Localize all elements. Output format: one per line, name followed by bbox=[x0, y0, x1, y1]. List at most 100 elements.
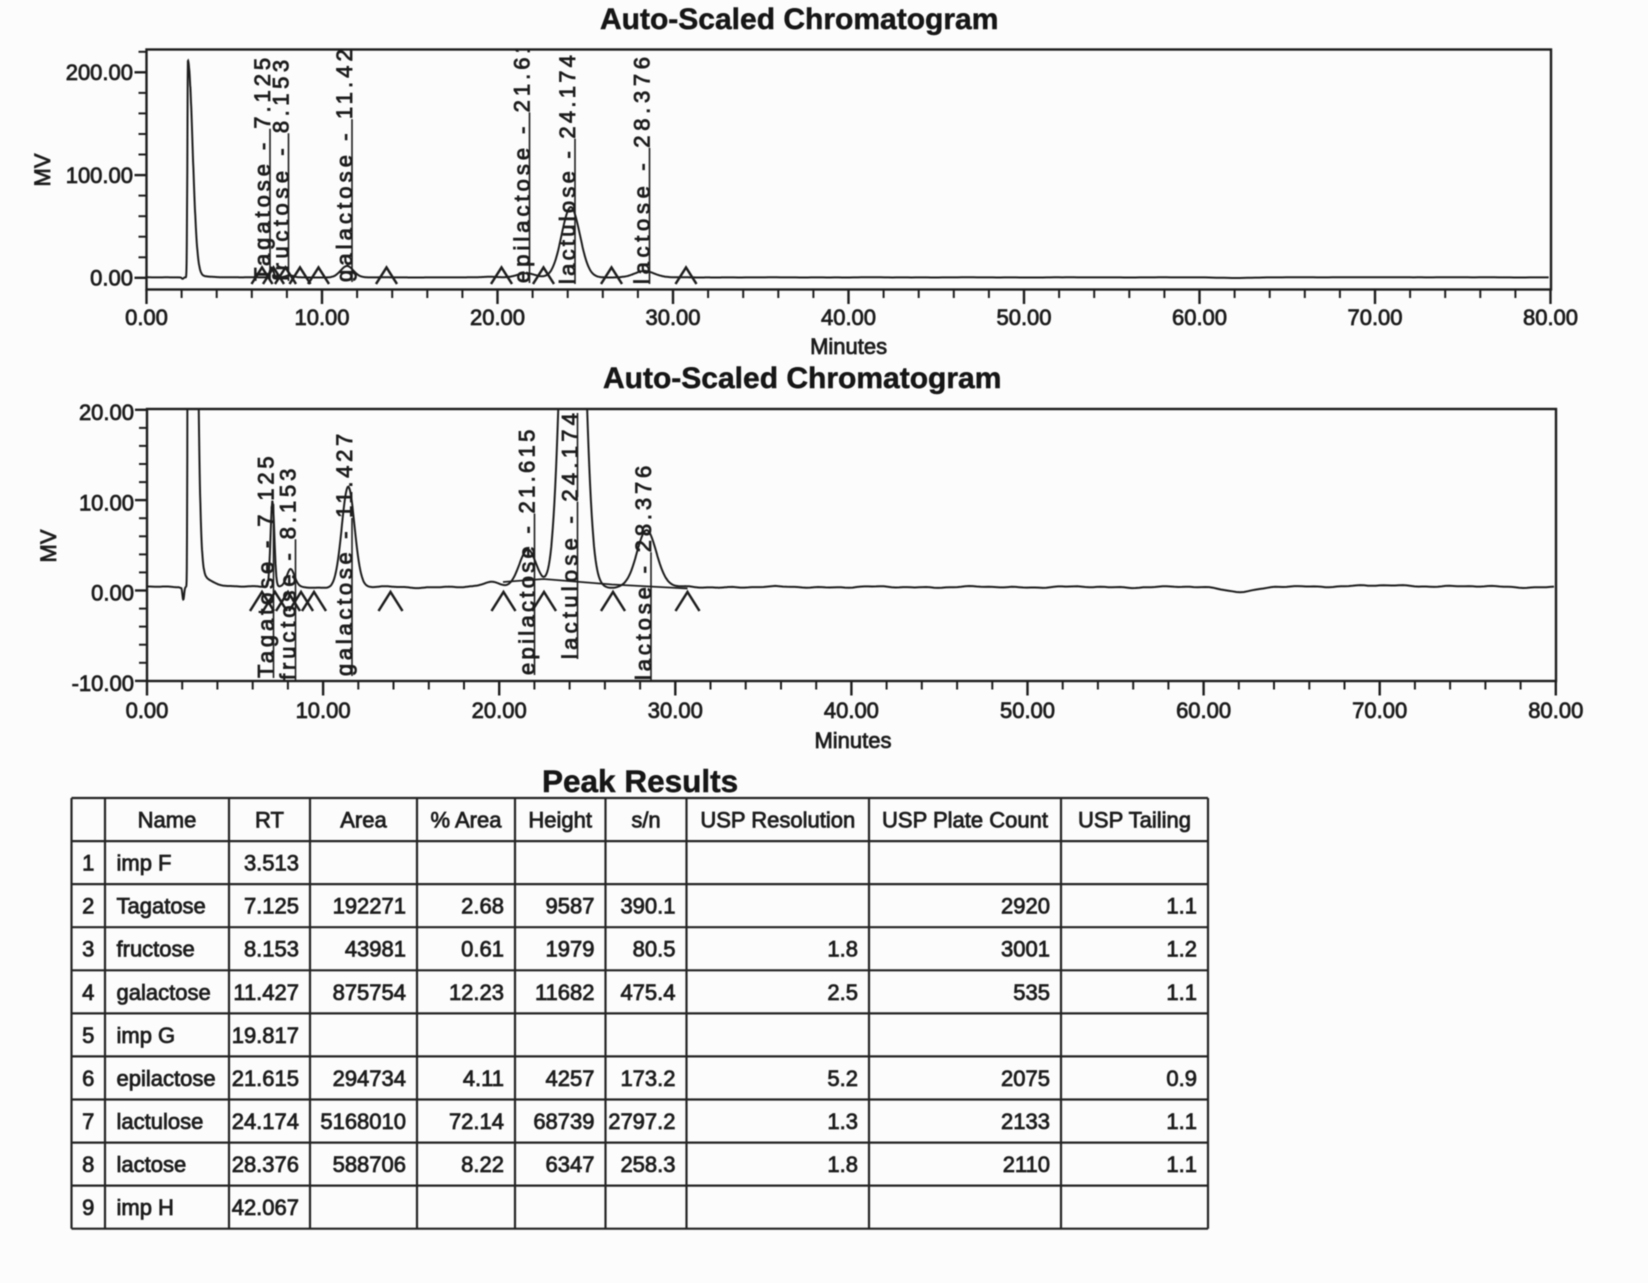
svg-text:294734: 294734 bbox=[333, 1066, 406, 1091]
svg-text:2.68: 2.68 bbox=[461, 894, 504, 919]
svg-text:Minutes: Minutes bbox=[810, 334, 887, 359]
svg-text:USP Resolution: USP Resolution bbox=[700, 808, 855, 833]
svg-text:68739: 68739 bbox=[533, 1109, 594, 1134]
svg-text:40.00: 40.00 bbox=[824, 698, 879, 723]
svg-text:6347: 6347 bbox=[546, 1152, 595, 1177]
svg-text:USP Tailing: USP Tailing bbox=[1078, 808, 1191, 833]
svg-text:USP Plate Count: USP Plate Count bbox=[882, 808, 1048, 833]
svg-text:1.1: 1.1 bbox=[1166, 980, 1197, 1005]
svg-text:0.61: 0.61 bbox=[461, 937, 504, 962]
svg-text:Tagatose: Tagatose bbox=[117, 894, 206, 919]
svg-text:3: 3 bbox=[82, 937, 94, 962]
svg-text:3001: 3001 bbox=[1001, 937, 1050, 962]
svg-text:80.00: 80.00 bbox=[1528, 698, 1583, 723]
svg-text:epilactose - 21.615: epilactose - 21.615 bbox=[510, 21, 535, 283]
svg-text:60.00: 60.00 bbox=[1172, 305, 1227, 330]
svg-text:1.1: 1.1 bbox=[1166, 1152, 1197, 1177]
svg-text:173.2: 173.2 bbox=[620, 1066, 675, 1091]
svg-text:5168010: 5168010 bbox=[320, 1109, 406, 1134]
svg-text:Area: Area bbox=[340, 808, 387, 833]
svg-text:lactulose - 24.174: lactulose - 24.174 bbox=[558, 409, 583, 659]
svg-text:8.22: 8.22 bbox=[461, 1152, 504, 1177]
svg-text:1: 1 bbox=[82, 851, 94, 876]
svg-text:258.3: 258.3 bbox=[620, 1152, 675, 1177]
svg-text:0.9: 0.9 bbox=[1166, 1066, 1197, 1091]
svg-text:lactose - 28.376: lactose - 28.376 bbox=[631, 462, 656, 680]
svg-text:9: 9 bbox=[82, 1195, 94, 1220]
svg-text:2133: 2133 bbox=[1001, 1109, 1050, 1134]
svg-text:43981: 43981 bbox=[345, 937, 406, 962]
svg-text:galactose: galactose bbox=[117, 980, 211, 1005]
svg-text:imp G: imp G bbox=[117, 1023, 176, 1048]
svg-text:70.00: 70.00 bbox=[1352, 698, 1407, 723]
svg-text:MV: MV bbox=[36, 529, 61, 562]
svg-text:42.067: 42.067 bbox=[232, 1195, 299, 1220]
svg-text:588706: 588706 bbox=[333, 1152, 406, 1177]
svg-text:8: 8 bbox=[82, 1152, 94, 1177]
svg-text:% Area: % Area bbox=[431, 808, 503, 833]
svg-text:Minutes: Minutes bbox=[814, 728, 891, 753]
svg-text:875754: 875754 bbox=[333, 980, 406, 1005]
svg-text:2: 2 bbox=[82, 894, 94, 919]
svg-text:20.00: 20.00 bbox=[472, 698, 527, 723]
svg-text:imp F: imp F bbox=[117, 851, 172, 876]
svg-text:-10.00: -10.00 bbox=[72, 671, 134, 696]
svg-text:0.00: 0.00 bbox=[126, 698, 169, 723]
svg-text:50.00: 50.00 bbox=[1000, 698, 1055, 723]
svg-text:200.00: 200.00 bbox=[66, 60, 133, 85]
svg-text:19.817: 19.817 bbox=[232, 1023, 299, 1048]
svg-text:7.125: 7.125 bbox=[244, 894, 299, 919]
svg-text:21.615: 21.615 bbox=[232, 1066, 299, 1091]
svg-text:12.23: 12.23 bbox=[449, 980, 504, 1005]
svg-text:80.5: 80.5 bbox=[633, 937, 676, 962]
svg-text:Tagatose - 7.125: Tagatose - 7.125 bbox=[250, 54, 275, 281]
svg-text:fructose: fructose bbox=[117, 937, 195, 962]
svg-text:8.153: 8.153 bbox=[244, 937, 299, 962]
svg-text:4.11: 4.11 bbox=[463, 1066, 504, 1091]
svg-text:1979: 1979 bbox=[546, 937, 595, 962]
svg-text:lactulose - 24.174: lactulose - 24.174 bbox=[555, 52, 580, 284]
svg-text:30.00: 30.00 bbox=[645, 305, 700, 330]
svg-text:192271: 192271 bbox=[333, 894, 406, 919]
svg-text:lactose - 28.376: lactose - 28.376 bbox=[630, 52, 655, 284]
svg-text:60.00: 60.00 bbox=[1176, 698, 1231, 723]
svg-text:5: 5 bbox=[82, 1023, 94, 1048]
svg-text:11.427: 11.427 bbox=[233, 980, 299, 1005]
svg-text:1.3: 1.3 bbox=[827, 1109, 858, 1134]
svg-text:epilactose - 21.615: epilactose - 21.615 bbox=[515, 426, 540, 675]
svg-text:lactose: lactose bbox=[117, 1152, 187, 1177]
svg-text:24.174: 24.174 bbox=[232, 1109, 299, 1134]
svg-text:6: 6 bbox=[82, 1066, 94, 1091]
svg-text:s/n: s/n bbox=[631, 808, 660, 833]
svg-text:30.00: 30.00 bbox=[648, 698, 703, 723]
svg-text:535: 535 bbox=[1013, 980, 1050, 1005]
svg-text:1.1: 1.1 bbox=[1166, 1109, 1197, 1134]
svg-text:7: 7 bbox=[82, 1109, 94, 1134]
svg-text:1.1: 1.1 bbox=[1166, 894, 1197, 919]
svg-text:Height: Height bbox=[528, 808, 592, 833]
svg-text:28.376: 28.376 bbox=[232, 1152, 299, 1177]
svg-text:40.00: 40.00 bbox=[821, 305, 876, 330]
svg-text:100.00: 100.00 bbox=[66, 163, 133, 188]
svg-text:9587: 9587 bbox=[546, 894, 595, 919]
svg-text:2920: 2920 bbox=[1001, 894, 1050, 919]
svg-text:Name: Name bbox=[138, 808, 197, 833]
svg-text:0.00: 0.00 bbox=[125, 305, 168, 330]
svg-text:1.8: 1.8 bbox=[827, 1152, 858, 1177]
svg-text:72.14: 72.14 bbox=[449, 1109, 504, 1134]
svg-text:2.5: 2.5 bbox=[827, 980, 858, 1005]
svg-text:4257: 4257 bbox=[546, 1066, 595, 1091]
svg-text:galactose - 11.427: galactose - 11.427 bbox=[332, 29, 357, 282]
svg-text:2110: 2110 bbox=[1003, 1152, 1050, 1177]
svg-text:10.00: 10.00 bbox=[296, 698, 351, 723]
svg-text:20.00: 20.00 bbox=[470, 305, 525, 330]
svg-text:1.8: 1.8 bbox=[827, 937, 858, 962]
svg-text:70.00: 70.00 bbox=[1347, 305, 1402, 330]
svg-text:MV: MV bbox=[30, 153, 55, 186]
svg-text:2075: 2075 bbox=[1001, 1066, 1050, 1091]
svg-text:20.00: 20.00 bbox=[79, 400, 134, 425]
svg-text:5.2: 5.2 bbox=[827, 1066, 858, 1091]
svg-text:lactulose: lactulose bbox=[117, 1109, 204, 1134]
svg-text:390.1: 390.1 bbox=[620, 894, 675, 919]
svg-text:10.00: 10.00 bbox=[79, 491, 134, 516]
